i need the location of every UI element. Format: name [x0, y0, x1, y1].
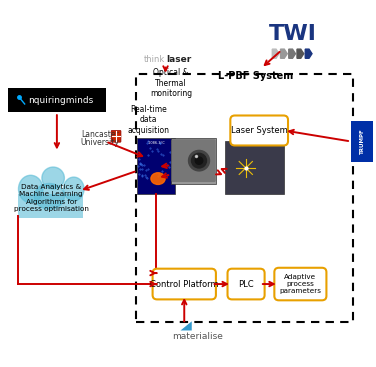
Text: think: think	[144, 55, 165, 64]
Bar	[136, 74, 353, 323]
FancyBboxPatch shape	[171, 139, 216, 182]
Text: PLC: PLC	[238, 280, 254, 288]
FancyArrow shape	[280, 49, 287, 58]
Ellipse shape	[35, 184, 64, 209]
Text: Control Platform: Control Platform	[150, 280, 218, 288]
FancyBboxPatch shape	[226, 141, 284, 195]
FancyBboxPatch shape	[18, 195, 83, 218]
FancyBboxPatch shape	[137, 138, 175, 195]
Polygon shape	[180, 321, 192, 330]
FancyBboxPatch shape	[230, 116, 288, 145]
FancyBboxPatch shape	[8, 88, 106, 112]
FancyArrow shape	[289, 49, 296, 58]
FancyArrow shape	[305, 49, 312, 58]
FancyBboxPatch shape	[274, 268, 326, 300]
Text: Data Analytics &
Machine Learning
Algorithms for
process optimisation: Data Analytics & Machine Learning Algori…	[14, 184, 89, 212]
Text: Optical &
Thermal
monitoring: Optical & Thermal monitoring	[150, 68, 192, 98]
Ellipse shape	[18, 175, 43, 203]
Circle shape	[188, 150, 209, 171]
FancyBboxPatch shape	[153, 269, 216, 299]
FancyBboxPatch shape	[227, 269, 265, 299]
FancyArrow shape	[297, 49, 304, 58]
Text: TWI: TWI	[269, 23, 317, 44]
FancyBboxPatch shape	[111, 131, 121, 142]
FancyArrow shape	[272, 49, 279, 58]
Text: University: University	[80, 138, 120, 147]
FancyBboxPatch shape	[351, 121, 373, 161]
Ellipse shape	[42, 167, 64, 189]
Text: Laser System: Laser System	[231, 126, 288, 135]
Text: 1,086.3°C: 1,086.3°C	[147, 141, 165, 145]
Text: laser: laser	[166, 55, 191, 64]
Text: Real-time
data
acquisition: Real-time data acquisition	[128, 105, 170, 135]
Text: materialise: materialise	[172, 333, 223, 341]
Circle shape	[191, 153, 206, 168]
Text: nquiringminds: nquiringminds	[28, 96, 93, 105]
Ellipse shape	[151, 173, 165, 185]
Circle shape	[195, 157, 203, 164]
Text: L-PBF System: L-PBF System	[218, 70, 293, 81]
Text: Adaptive
process
parameters: Adaptive process parameters	[279, 274, 321, 294]
Text: TRUMPF: TRUMPF	[360, 128, 365, 155]
FancyBboxPatch shape	[171, 138, 216, 184]
Text: Lancaster: Lancaster	[81, 130, 119, 139]
Ellipse shape	[64, 177, 84, 201]
